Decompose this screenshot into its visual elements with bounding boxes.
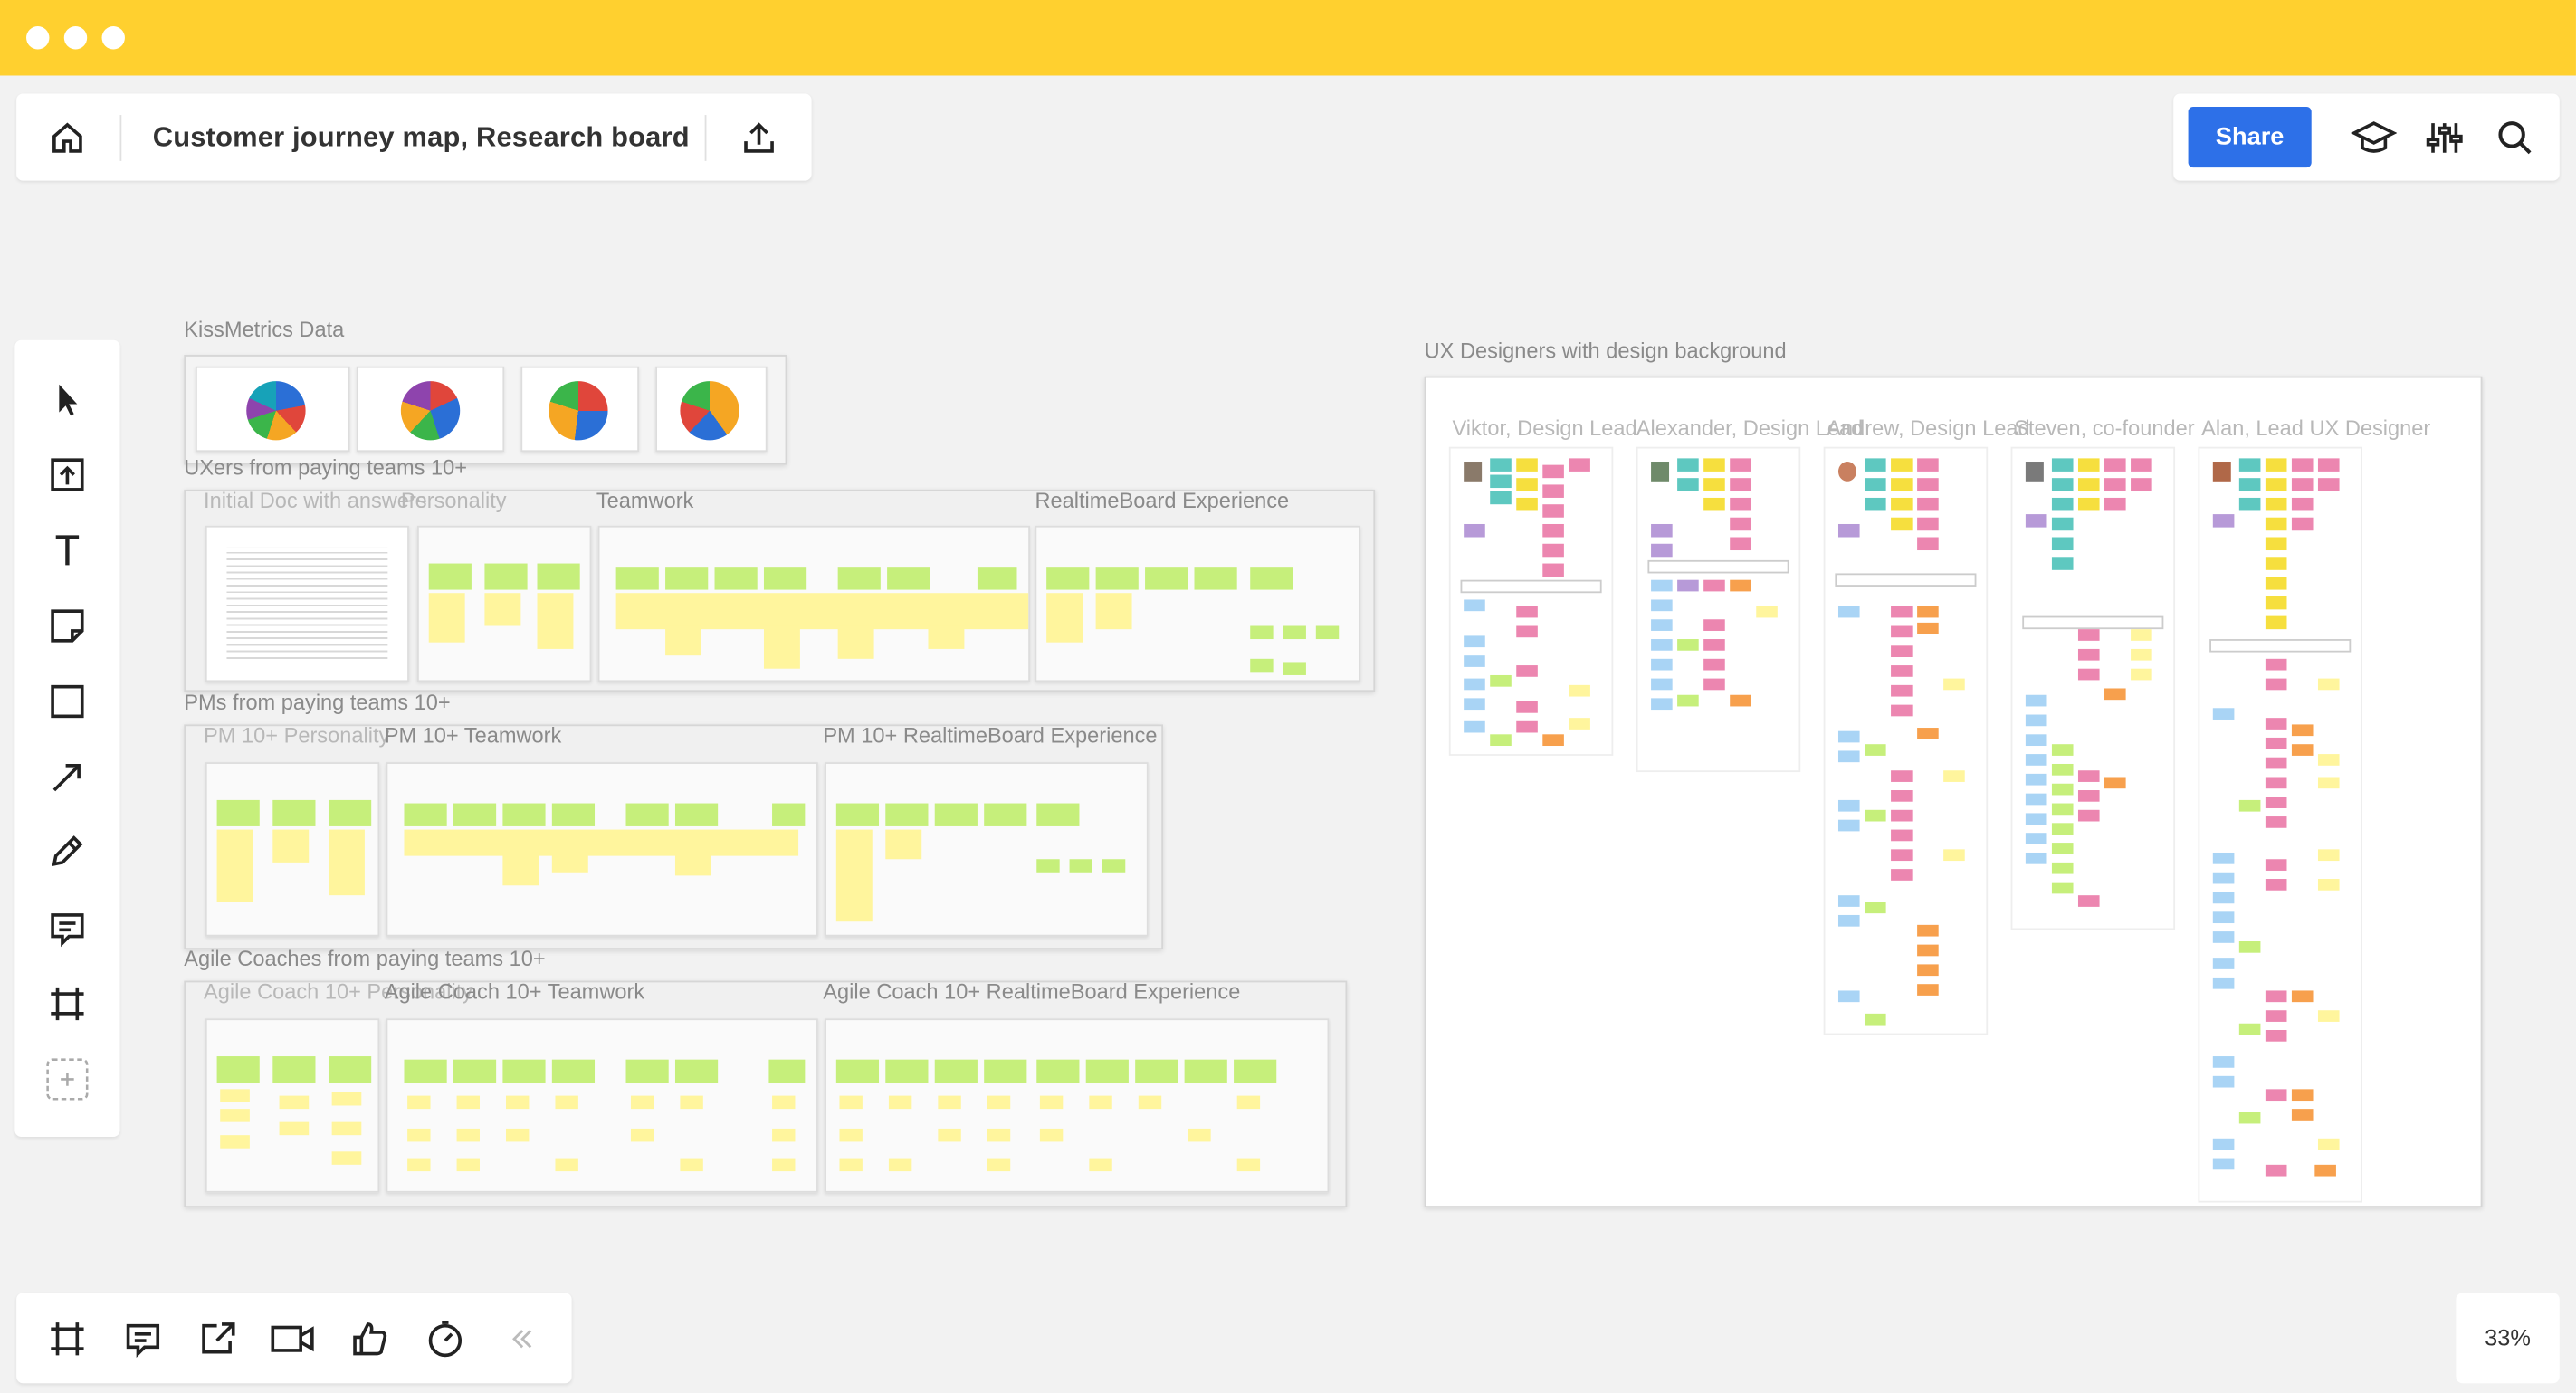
- shape-icon[interactable]: [44, 679, 91, 725]
- text-icon[interactable]: [44, 528, 91, 574]
- designer-name: Alexander, Design Lead: [1636, 415, 1864, 441]
- uxers-sub-label: Teamwork: [596, 488, 694, 513]
- agile-label: Agile Coaches from paying teams 10+: [184, 946, 546, 971]
- uxers-label: UXers from paying teams 10+: [184, 454, 468, 480]
- upload-icon[interactable]: [44, 452, 91, 498]
- pie-chart: [549, 381, 608, 441]
- initial-doc-card[interactable]: [205, 525, 409, 682]
- pm-rtb-card[interactable]: [825, 762, 1149, 937]
- avatar: [2212, 462, 2231, 482]
- pm-teamwork-card[interactable]: [386, 762, 818, 937]
- agile-sub-label: Agile Coach 10+ RealtimeBoard Experience: [823, 978, 1241, 1004]
- personality-card[interactable]: [417, 525, 592, 682]
- window-maximize-dot[interactable]: [101, 26, 125, 50]
- pie-card[interactable]: [195, 366, 350, 453]
- pie-chart: [400, 381, 461, 441]
- window-minimize-dot[interactable]: [63, 26, 88, 50]
- sticky-note-icon[interactable]: [44, 603, 91, 649]
- kissmetrics-label: KissMetrics Data: [184, 317, 345, 342]
- bottom-toolbar: [16, 1293, 572, 1384]
- designer-alan-card[interactable]: [2198, 446, 2362, 1203]
- vote-icon[interactable]: [347, 1316, 393, 1362]
- kissmetrics-frame[interactable]: [184, 355, 787, 465]
- agile-frame[interactable]: [184, 980, 1348, 1208]
- window-close-dot[interactable]: [26, 26, 50, 50]
- board-title[interactable]: Customer journey map, Research board: [152, 121, 690, 153]
- video-icon[interactable]: [270, 1316, 316, 1362]
- timer-icon[interactable]: [422, 1316, 468, 1362]
- pms-sub-label: PM 10+ RealtimeBoard Experience: [823, 722, 1158, 748]
- timeline-row: [2022, 615, 2164, 630]
- rtb-experience-card[interactable]: [1035, 525, 1360, 682]
- divider: [119, 115, 122, 161]
- search-icon[interactable]: [2492, 115, 2538, 161]
- share-screen-icon[interactable]: [196, 1316, 242, 1362]
- designer-alexander-card[interactable]: [1636, 446, 1801, 773]
- agile-sub-label: Agile Coach 10+ Personality: [204, 978, 473, 1004]
- timeline-row: [2209, 639, 2352, 653]
- add-icon[interactable]: [44, 1056, 91, 1102]
- timeline-row: [1460, 579, 1602, 594]
- timeline-row: [1835, 573, 1977, 587]
- pie-chart: [680, 381, 739, 441]
- frames-icon[interactable]: [44, 1316, 91, 1362]
- avatar: [1651, 462, 1670, 482]
- frame-icon[interactable]: [44, 981, 91, 1027]
- agile-rtb-card[interactable]: [825, 1018, 1330, 1193]
- ux-designers-frame[interactable]: Viktor, Design Lead Alexander, Design Le…: [1424, 376, 2483, 1208]
- pie-chart: [246, 381, 306, 441]
- designer-andrew-card[interactable]: [1823, 446, 1989, 1035]
- pie-card[interactable]: [655, 366, 768, 453]
- pms-label: PMs from paying teams 10+: [184, 690, 451, 715]
- arrow-icon[interactable]: [44, 754, 91, 800]
- comment-icon[interactable]: [44, 905, 91, 951]
- board-header-panel: [16, 93, 812, 181]
- share-button[interactable]: Share: [2188, 106, 2312, 168]
- avatar: [1464, 462, 1483, 482]
- teamwork-card[interactable]: [597, 525, 1031, 682]
- export-icon[interactable]: [736, 115, 782, 161]
- pie-card[interactable]: [520, 366, 640, 453]
- doc-thumbnail: [226, 547, 388, 663]
- ux-designers-label: UX Designers with design background: [1424, 338, 1787, 364]
- pm-personality-card[interactable]: [205, 762, 380, 937]
- agile-sub-label: Agile Coach 10+ Teamwork: [384, 978, 645, 1004]
- avatar: [1837, 462, 1856, 482]
- agile-personality-card[interactable]: [205, 1018, 380, 1193]
- home-icon[interactable]: [44, 115, 91, 161]
- agile-teamwork-card[interactable]: [386, 1018, 818, 1193]
- uxers-frame[interactable]: [184, 489, 1376, 692]
- divider: [704, 115, 707, 161]
- learn-icon[interactable]: [2351, 115, 2398, 161]
- avatar: [2025, 462, 2044, 482]
- select-icon[interactable]: [44, 377, 91, 423]
- uxers-sub-label: Initial Doc with answers: [204, 488, 427, 513]
- zoom-level[interactable]: 33%: [2456, 1293, 2560, 1384]
- designer-name: Steven, co-founder: [2014, 415, 2195, 441]
- settings-icon[interactable]: [2421, 115, 2467, 161]
- uxers-sub-label: RealtimeBoard Experience: [1035, 488, 1290, 513]
- pms-sub-label: PM 10+ Teamwork: [384, 722, 562, 748]
- window-titlebar: [0, 0, 2576, 76]
- designer-name: Andrew, Design Lead: [1827, 415, 2030, 441]
- uxers-sub-label: Personality: [400, 488, 507, 513]
- designer-name: Viktor, Design Lead: [1452, 415, 1637, 441]
- designer-steven-card[interactable]: [2010, 446, 2176, 930]
- pen-icon[interactable]: [44, 828, 91, 874]
- pms-frame[interactable]: [184, 724, 1164, 950]
- pms-sub-label: PM 10+ Personality: [204, 722, 390, 748]
- collapse-icon[interactable]: [500, 1316, 546, 1362]
- designer-viktor-card[interactable]: [1448, 446, 1614, 756]
- comments-icon[interactable]: [119, 1316, 166, 1362]
- timeline-row: [1647, 559, 1789, 574]
- designer-name: Alan, Lead UX Designer: [2201, 415, 2431, 441]
- pie-card[interactable]: [356, 366, 505, 453]
